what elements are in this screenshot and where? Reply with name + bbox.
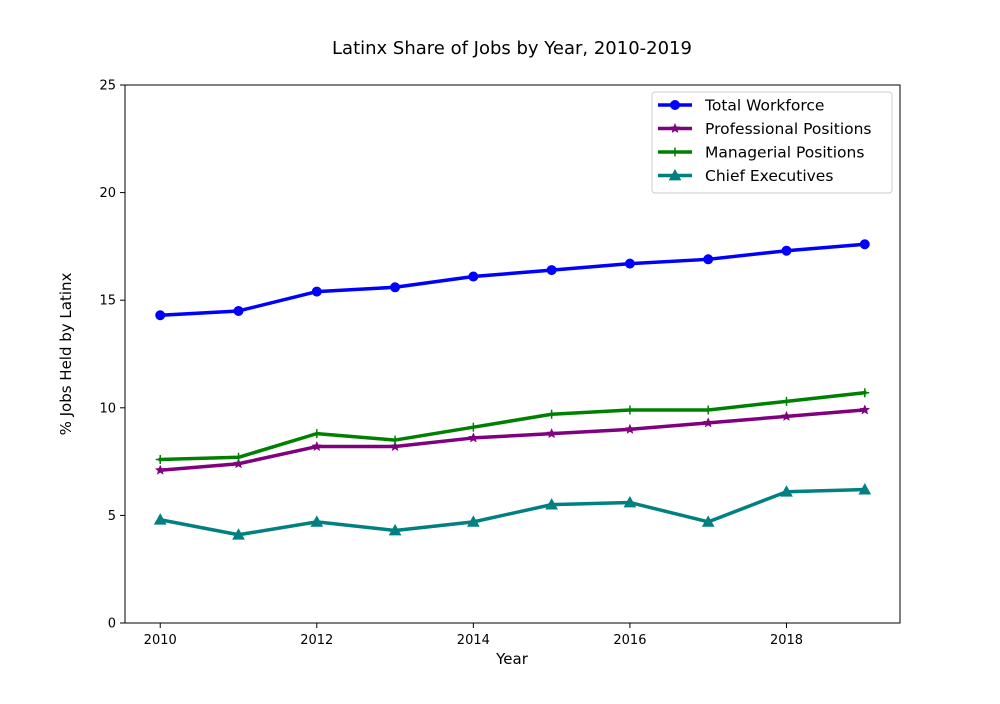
y-tick-label: 0: [108, 617, 116, 632]
legend-marker-chief-executives: [668, 168, 682, 181]
data-point-professional-positions: [546, 427, 558, 439]
data-point-total-workforce: [390, 282, 401, 293]
series-line-managerial-positions: [158, 390, 867, 462]
data-point-chief-executives: [153, 513, 167, 525]
data-point-chief-executives: [623, 495, 637, 508]
data-point-chief-executives: [388, 523, 402, 536]
plot-area: 0 5 10 15 20 25 2010 2012 2014 2016 2018: [99, 79, 901, 648]
data-point-managerial-positions: [547, 409, 557, 419]
data-point-managerial-positions: [155, 454, 165, 464]
y-axis-title: % Jobs Held by Latinx: [57, 272, 75, 435]
legend-label-total-workforce: Total Workforce: [704, 97, 824, 115]
y-tick-label: 10: [99, 401, 116, 416]
data-point-managerial-positions: [234, 452, 244, 462]
x-tick-label: 2012: [300, 633, 333, 648]
plot-frame: [124, 84, 901, 624]
legend-label-managerial-positions: Managerial Positions: [705, 144, 864, 162]
data-point-managerial-positions: [860, 388, 870, 398]
data-point-professional-positions: [859, 404, 871, 415]
series-line-total-workforce: [158, 242, 867, 318]
series-total-workforce: [155, 239, 870, 321]
x-axis-title: Year: [495, 650, 529, 668]
data-point-total-workforce: [546, 265, 557, 276]
x-tick-label: 2014: [457, 633, 490, 648]
data-point-total-workforce: [859, 239, 870, 250]
data-point-total-workforce: [311, 286, 322, 297]
series-professional-positions: [154, 404, 871, 475]
data-point-managerial-positions: [468, 422, 478, 432]
data-point-total-workforce: [468, 271, 479, 282]
legend-marker-professional-positions: [669, 122, 681, 134]
y-tick-label: 15: [99, 294, 116, 309]
data-point-professional-positions: [781, 410, 792, 421]
data-point-professional-positions: [702, 417, 714, 428]
data-point-total-workforce: [703, 254, 714, 265]
series-line-chief-executives: [158, 487, 867, 537]
series-managerial-positions: [155, 388, 870, 464]
data-point-managerial-positions: [625, 405, 635, 415]
series-line-professional-positions: [158, 408, 867, 473]
data-point-managerial-positions: [312, 429, 322, 439]
chart-title: Latinx Share of Jobs by Year, 2010-2019: [332, 38, 692, 59]
y-tick-label: 5: [108, 509, 116, 524]
data-point-chief-executives: [780, 485, 793, 497]
data-point-chief-executives: [545, 498, 558, 510]
legend-label-chief-executives: Chief Executives: [705, 167, 833, 185]
legend-marker-managerial-positions: [670, 147, 680, 157]
data-point-total-workforce: [781, 245, 792, 256]
data-point-professional-positions: [154, 464, 166, 475]
data-point-chief-executives: [467, 515, 480, 527]
legend: Total Workforce Professional Positions Man…: [651, 91, 893, 194]
data-point-chief-executives: [310, 515, 324, 527]
data-point-managerial-positions: [390, 435, 400, 445]
legend-label-professional-positions: Professional Positions: [705, 120, 872, 138]
series-chief-executives: [153, 483, 872, 540]
data-point-professional-positions: [311, 440, 323, 452]
legend-box: [651, 91, 893, 194]
x-tick-label: 2016: [613, 633, 646, 648]
data-point-total-workforce: [624, 258, 635, 269]
data-point-managerial-positions: [703, 405, 713, 415]
y-tick-label: 25: [99, 79, 116, 94]
data-point-professional-positions: [389, 440, 401, 452]
data-point-professional-positions: [467, 432, 479, 443]
x-tick-label: 2018: [770, 633, 803, 648]
data-point-managerial-positions: [781, 396, 791, 406]
y-tick-label: 20: [99, 186, 116, 201]
data-point-chief-executives: [232, 528, 245, 540]
x-tick-label: 2010: [144, 633, 177, 648]
data-point-professional-positions: [624, 423, 636, 434]
data-point-professional-positions: [233, 458, 244, 469]
data-point-total-workforce: [155, 310, 166, 321]
data-point-total-workforce: [233, 305, 244, 316]
data-point-chief-executives: [858, 483, 872, 495]
legend-marker-total-workforce: [670, 100, 680, 110]
data-point-chief-executives: [701, 515, 715, 527]
